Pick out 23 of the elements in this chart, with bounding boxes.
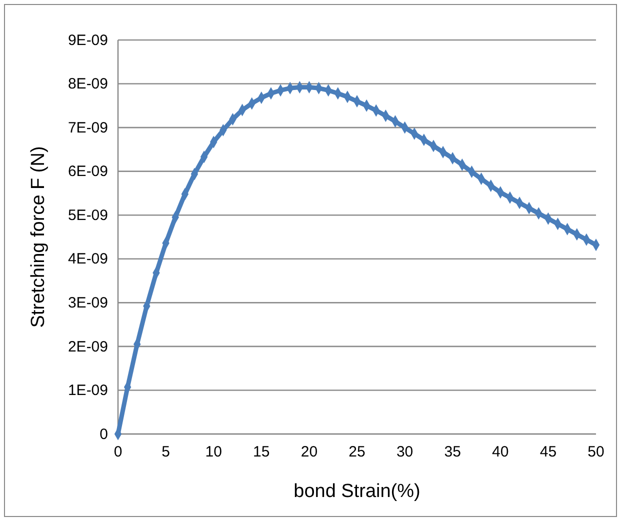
y-tick-label: 7E-09 <box>68 119 108 136</box>
x-tick-label: 25 <box>348 444 366 461</box>
y-tick-label: 9E-09 <box>68 32 108 49</box>
x-tick-label: 40 <box>492 444 509 461</box>
x-tick-label: 20 <box>300 444 318 461</box>
y-tick-label: 3E-09 <box>68 294 108 312</box>
y-tick-label: 5E-09 <box>68 206 108 224</box>
y-tick-label: 6E-09 <box>68 163 108 180</box>
x-tick-label: 35 <box>444 444 461 461</box>
x-tick-label: 5 <box>162 444 170 461</box>
y-axis-title: Stretching force F (N) <box>28 146 49 328</box>
x-tick-label: 10 <box>205 444 222 461</box>
x-tick-label: 50 <box>588 444 604 461</box>
x-tick-label: 30 <box>396 444 414 461</box>
y-tick-label: 8E-09 <box>68 76 108 93</box>
y-tick-label: 2E-09 <box>68 338 108 356</box>
y-tick-label: 4E-09 <box>68 250 108 268</box>
x-tick-label: 45 <box>540 444 557 461</box>
y-tick-label: 1E-09 <box>68 382 108 400</box>
x-tick-label: 0 <box>114 444 122 461</box>
x-axis-title: bond Strain(%) <box>294 481 420 502</box>
y-tick-label: 0 <box>100 426 108 443</box>
x-tick-label: 15 <box>253 444 270 461</box>
